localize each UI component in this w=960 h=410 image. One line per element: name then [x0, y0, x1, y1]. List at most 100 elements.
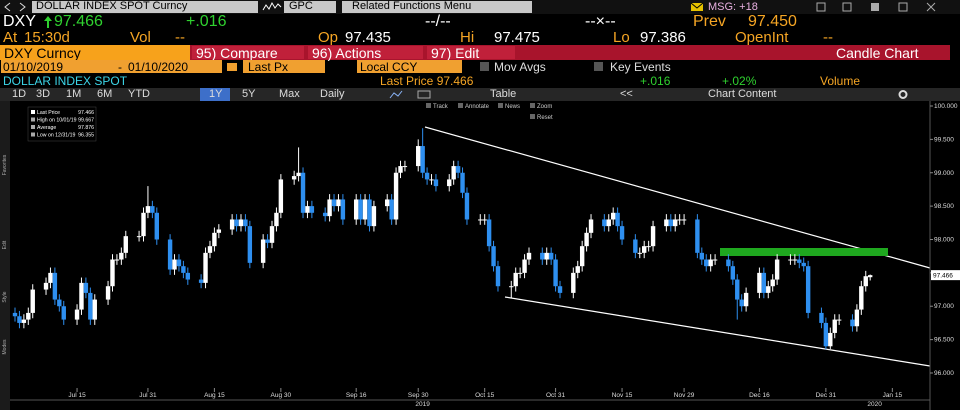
tool-icon — [498, 103, 503, 108]
msg[interactable]: MSG: +18 — [708, 1, 758, 13]
period-button[interactable]: 1Y — [209, 88, 223, 100]
window-icons[interactable] — [815, 2, 955, 12]
candle-body — [429, 179, 434, 181]
candle-body — [548, 252, 554, 260]
sidebar-label: Favorites — [2, 154, 8, 175]
sidebar-label: Edit — [2, 240, 8, 249]
candle-body — [371, 206, 377, 227]
legend-value: 96.355 — [78, 133, 94, 139]
open-interest: -- — [823, 29, 833, 46]
field[interactable]: Last Px — [248, 60, 289, 74]
candle-body — [216, 229, 222, 233]
period-button[interactable]: 1M — [66, 88, 82, 100]
candle-body — [234, 219, 239, 227]
size: --×-- — [585, 13, 616, 30]
candle-body — [172, 259, 177, 270]
sparkline-icon[interactable] — [262, 1, 282, 13]
mov-avgs[interactable]: Mov Avgs — [494, 60, 546, 74]
candle-body — [88, 292, 93, 320]
candle-body — [119, 252, 124, 260]
candle-body — [309, 206, 315, 213]
compare[interactable]: 95) Compare — [196, 45, 278, 61]
candle-body — [735, 279, 740, 300]
candle-body — [154, 212, 159, 240]
candle-body — [854, 309, 860, 327]
candle-body — [588, 219, 594, 233]
period-button[interactable]: 3D — [36, 88, 51, 100]
security-menu[interactable]: DOLLAR INDEX SPOT Curncy — [36, 0, 188, 12]
date-dash: - — [118, 60, 122, 74]
date-range-box[interactable] — [1, 60, 222, 73]
msg-icon[interactable] — [690, 2, 704, 12]
x-tick-label: Aug 30 — [271, 392, 292, 399]
currency-box[interactable] — [357, 60, 462, 73]
security-tab[interactable] — [0, 45, 190, 60]
calendar-icon[interactable] — [226, 61, 238, 72]
currency[interactable]: Local CCY — [360, 60, 418, 74]
tool-zoom[interactable]: Zoom — [537, 104, 552, 110]
candle-body — [331, 199, 337, 207]
tool-reset[interactable]: Reset — [537, 115, 553, 121]
settings-icon[interactable] — [897, 89, 909, 100]
tool-annotate[interactable]: Annotate — [465, 104, 490, 110]
x-tick-label: Sep 30 — [408, 392, 429, 399]
edit-button[interactable] — [427, 46, 515, 59]
actions-button[interactable] — [308, 46, 423, 59]
related-box[interactable] — [342, 1, 532, 13]
period-button[interactable]: YTD — [128, 88, 150, 100]
chart-icons[interactable] — [388, 89, 448, 100]
back-button[interactable]: << — [620, 88, 633, 100]
candle-body — [416, 146, 421, 167]
candle-body — [229, 219, 235, 230]
legend-swatch — [31, 117, 35, 122]
candle-body — [203, 252, 208, 283]
actions[interactable]: 96) Actions — [312, 45, 382, 61]
candle-body — [579, 246, 585, 267]
trendline-upper — [424, 126, 931, 269]
candle-body — [699, 252, 705, 260]
candle-body — [114, 259, 120, 261]
start-date[interactable]: 01/10/2019 — [3, 60, 64, 74]
candle-body — [770, 279, 775, 287]
period-button[interactable]: 6M — [97, 88, 113, 100]
frequency[interactable]: Daily — [320, 88, 345, 100]
price-marker-label: 97.466 — [933, 273, 953, 280]
legend-label: High on 10/01/19 — [37, 118, 77, 124]
period-button[interactable]: 5Y — [242, 88, 256, 100]
security-code[interactable]: DXY Curncy — [4, 45, 81, 61]
x-tick-label: Dec 16 — [749, 392, 770, 399]
candle-body — [305, 206, 310, 213]
volume-label: Volume — [820, 74, 861, 88]
candle-body — [642, 246, 647, 253]
tool-track[interactable]: Track — [433, 104, 449, 110]
x-tick-label: Jul 15 — [68, 392, 86, 399]
tool-icon — [530, 114, 535, 119]
prev-close: 97.450 — [748, 13, 797, 30]
field-box[interactable] — [243, 60, 325, 73]
chart-content[interactable]: Chart Content — [708, 88, 777, 100]
table-button[interactable]: Table — [490, 88, 517, 100]
candle-body — [819, 312, 824, 323]
period-button[interactable]: Max — [279, 88, 300, 100]
candle-body — [823, 322, 829, 347]
candle-body — [792, 259, 798, 261]
period-button[interactable]: 1D — [12, 88, 27, 100]
gpc-menu[interactable]: GPC — [289, 0, 313, 12]
end-date[interactable]: 01/10/2020 — [128, 60, 189, 74]
candle-body — [398, 166, 403, 173]
y-tick-label: 96.500 — [934, 337, 954, 344]
edit[interactable]: 97) Edit — [431, 45, 480, 61]
last-price-info: Last Price 97.466 — [380, 74, 474, 88]
candle-body — [176, 259, 182, 267]
price-marker — [931, 270, 960, 281]
gpc-box[interactable] — [284, 1, 336, 13]
related-menu[interactable]: Related Functions Menu — [352, 0, 472, 12]
candle-body — [486, 219, 492, 247]
key-events-checkbox[interactable] — [594, 62, 603, 71]
tool-news[interactable]: News — [505, 104, 520, 110]
compare-button[interactable] — [192, 46, 304, 59]
nav-arrows[interactable] — [4, 2, 28, 12]
mov-avgs-checkbox[interactable] — [480, 62, 489, 71]
key-events[interactable]: Key Events — [610, 60, 671, 74]
security-box[interactable] — [32, 1, 258, 13]
